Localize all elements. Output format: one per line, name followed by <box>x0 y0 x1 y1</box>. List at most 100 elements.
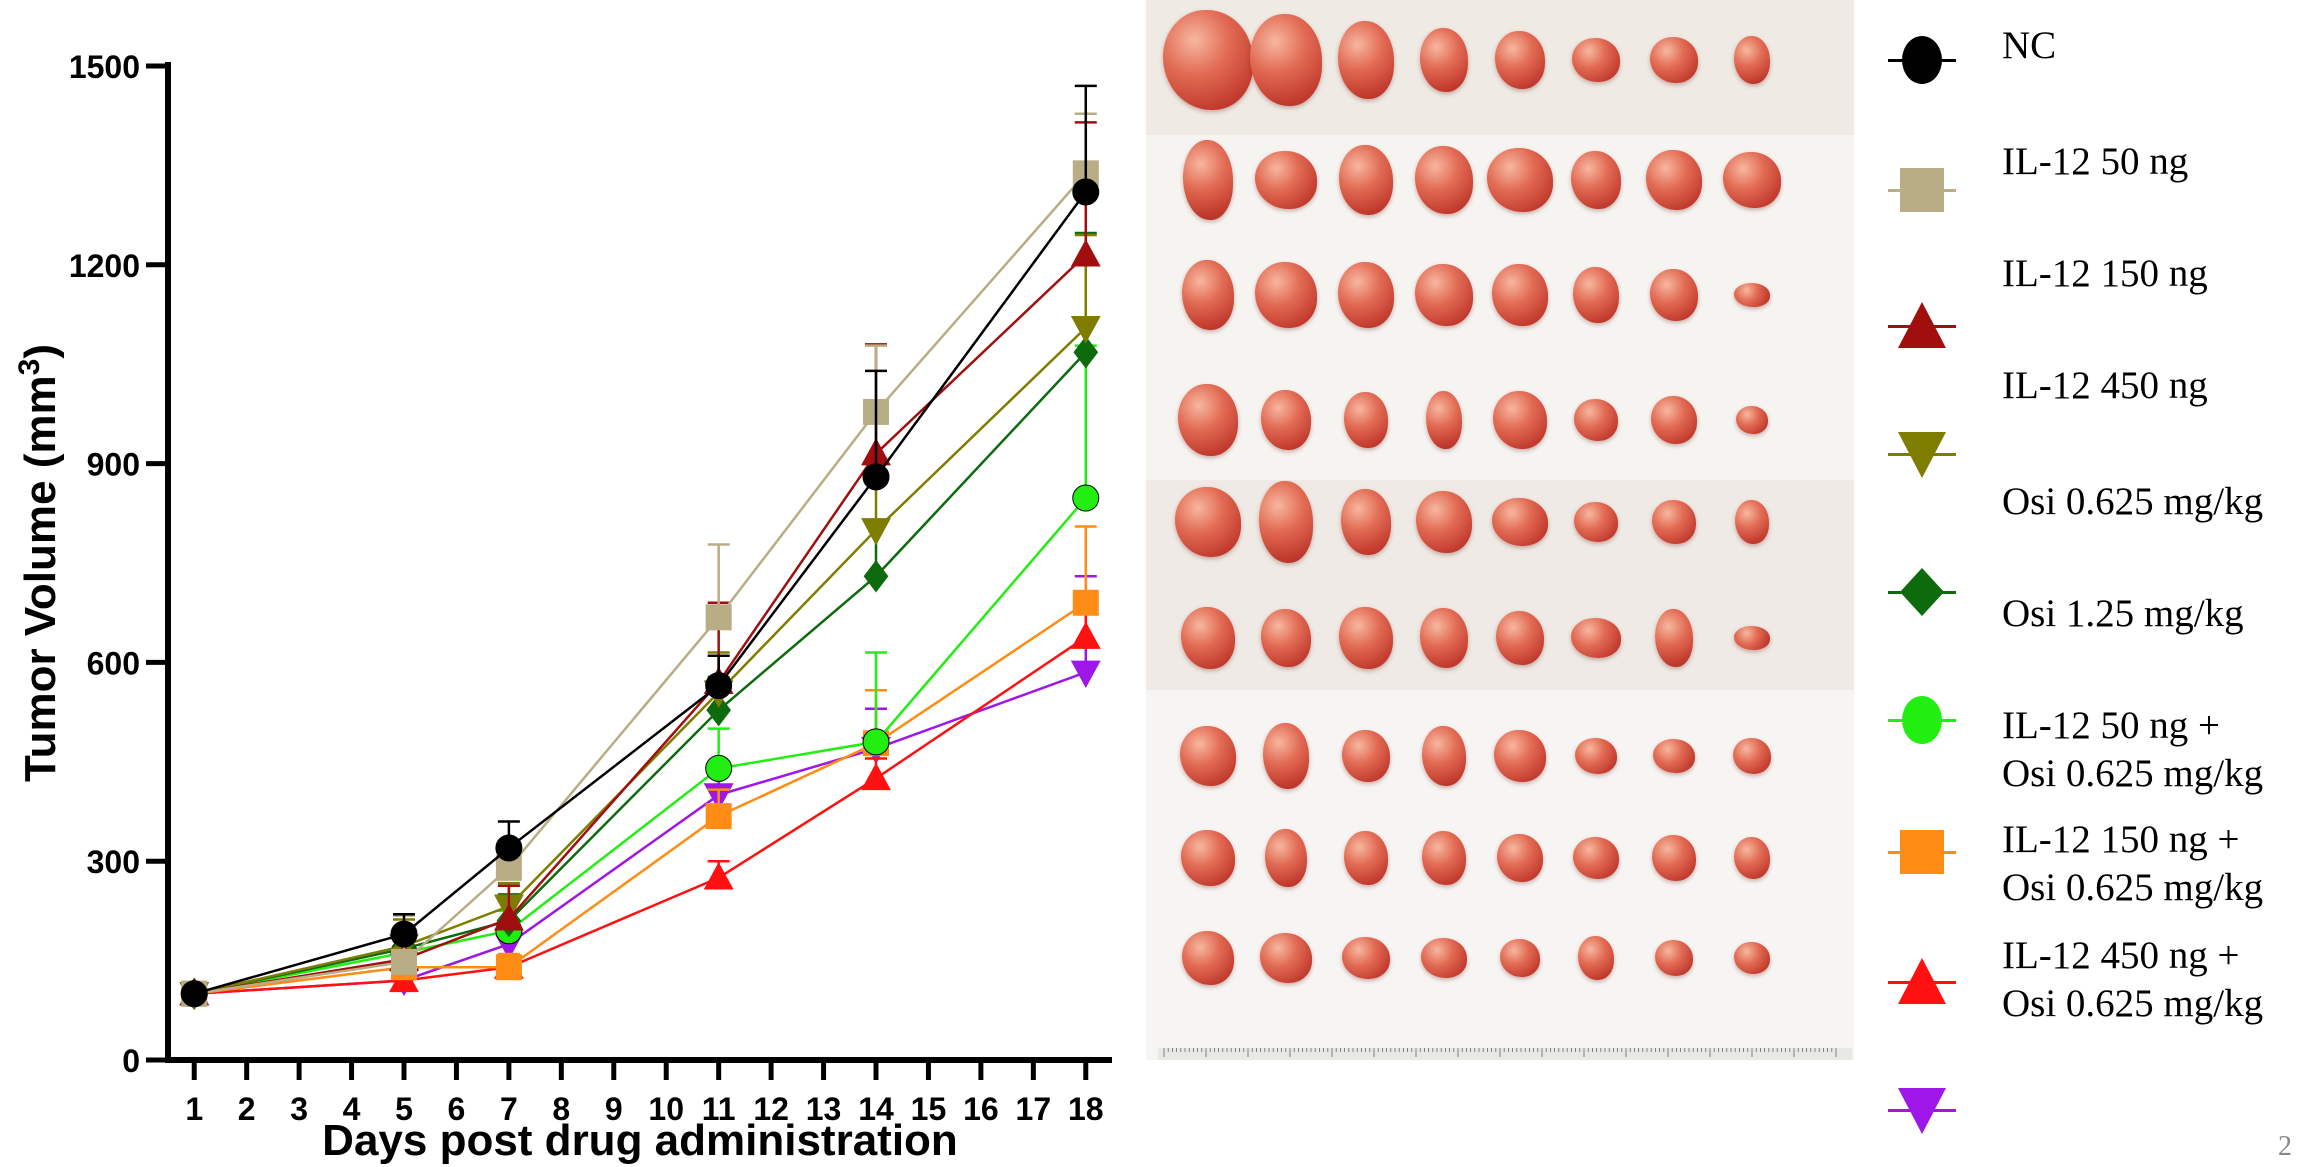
tumor-specimen <box>1571 618 1621 658</box>
page-number: 2 <box>2278 1131 2292 1162</box>
legend-label: IL-12 150 ng <box>2002 252 2208 295</box>
tumor-specimen <box>1265 829 1307 887</box>
tumor-specimen <box>1175 487 1241 557</box>
tumor-specimen <box>1734 942 1770 974</box>
tumor-specimen <box>1415 146 1473 214</box>
tumor-specimen <box>1422 831 1466 885</box>
x-tick-label: 7 <box>500 1091 518 1127</box>
x-tick-label: 8 <box>552 1091 570 1127</box>
x-tick-label: 11 <box>702 1091 736 1127</box>
tumor-specimen <box>1261 390 1311 450</box>
legend-marker-icon <box>1898 432 1946 478</box>
x-tick-label: 10 <box>648 1091 684 1127</box>
data-point <box>862 463 890 491</box>
data-point <box>495 954 522 981</box>
legend-label: IL-12 450 ng + Osi 0.625 mg/kg <box>2002 934 2264 1025</box>
tumor-specimen <box>1263 723 1309 789</box>
tumor-specimen <box>1573 267 1619 323</box>
data-point <box>705 803 732 830</box>
series-line <box>194 253 1087 995</box>
x-tick-label: 5 <box>395 1091 413 1127</box>
tumor-specimen <box>1181 830 1235 886</box>
data-point <box>493 903 524 931</box>
tumor-specimen <box>1415 264 1473 326</box>
x-tick-label: 9 <box>605 1091 623 1127</box>
data-point <box>1070 239 1101 267</box>
tumor-specimen <box>1735 500 1769 544</box>
tumor-specimen <box>1646 150 1702 210</box>
tumor-specimen <box>1574 399 1618 441</box>
x-tick-label: 4 <box>343 1091 361 1127</box>
tumor-specimen <box>1178 384 1238 456</box>
series-line <box>194 671 1087 995</box>
legend-marker-shape <box>1898 1088 1946 1134</box>
tumor-specimen <box>1420 608 1468 668</box>
data-point <box>705 672 733 700</box>
x-tick-label: 16 <box>963 1091 999 1127</box>
data-point <box>863 560 889 593</box>
x-tick-label: 6 <box>448 1091 466 1127</box>
series-line <box>193 326 1087 995</box>
tumor-specimen <box>1492 498 1548 546</box>
tumor-specimen <box>1493 391 1547 449</box>
tumor-specimen <box>1650 37 1698 83</box>
tumor-specimen <box>1734 283 1770 307</box>
legend-marker-shape <box>1902 36 1942 84</box>
data-point <box>861 518 891 546</box>
x-tick-label: 1 <box>185 1091 203 1127</box>
series-line <box>193 351 1087 995</box>
tumor-specimen <box>1342 730 1390 782</box>
tumor-specimen <box>1655 609 1693 667</box>
data-point <box>1072 178 1100 206</box>
y-tick-label: 600 <box>87 645 140 681</box>
tumor-specimen <box>1259 481 1313 563</box>
tumor-specimen <box>1163 10 1253 110</box>
x-tick-label: 3 <box>290 1091 308 1127</box>
tumor-specimen <box>1575 738 1617 774</box>
x-tick-label: 18 <box>1068 1091 1104 1127</box>
series-line <box>193 191 1087 995</box>
y-tick-label: 300 <box>87 844 140 880</box>
tumor-specimen <box>1341 489 1391 555</box>
data-point <box>390 920 418 948</box>
data-point <box>706 693 732 727</box>
series-line <box>194 601 1087 995</box>
tumor-specimen <box>1736 406 1768 434</box>
tumor-specimen <box>1338 262 1394 328</box>
tumor-specimen <box>1250 14 1322 106</box>
tumor-specimen <box>1723 152 1781 208</box>
tumor-specimen <box>1183 140 1233 220</box>
ruler-body <box>1158 1048 1852 1060</box>
y-tick-label: 1500 <box>69 49 140 85</box>
data-point <box>705 754 733 782</box>
tumor-specimen <box>1571 151 1621 209</box>
legend-marker-icon <box>1898 1088 1946 1134</box>
tumor-specimen <box>1494 730 1546 782</box>
tumor-specimen <box>1487 148 1553 212</box>
data-point <box>861 762 891 791</box>
tumor-specimen <box>1421 938 1467 978</box>
data-point <box>1070 316 1101 344</box>
ruler <box>1158 1048 1852 1060</box>
tumor-specimen <box>1573 837 1619 879</box>
tumor-specimen <box>1255 151 1317 209</box>
data-point <box>862 728 890 756</box>
legend-marker-shape <box>1898 432 1946 478</box>
data-point <box>495 834 523 862</box>
tumor-specimen <box>1652 835 1696 881</box>
legend-label: IL-12 50 ng <box>2002 140 2189 183</box>
legend-marker-icon <box>1902 696 1942 744</box>
data-point <box>705 604 732 631</box>
data-point <box>1072 484 1100 512</box>
x-tick-label: 12 <box>753 1091 789 1127</box>
tumor-specimen <box>1338 21 1394 99</box>
legend-marker-shape <box>1900 830 1944 874</box>
legend-label: Osi 0.625 mg/kg <box>2002 480 2264 523</box>
tumor-specimen <box>1339 145 1393 215</box>
data-point <box>1072 589 1099 616</box>
tumor-photograph <box>1146 0 1854 1060</box>
x-tick-label: 14 <box>858 1091 894 1127</box>
series-line <box>193 497 1087 995</box>
tumor-specimen <box>1344 831 1388 885</box>
